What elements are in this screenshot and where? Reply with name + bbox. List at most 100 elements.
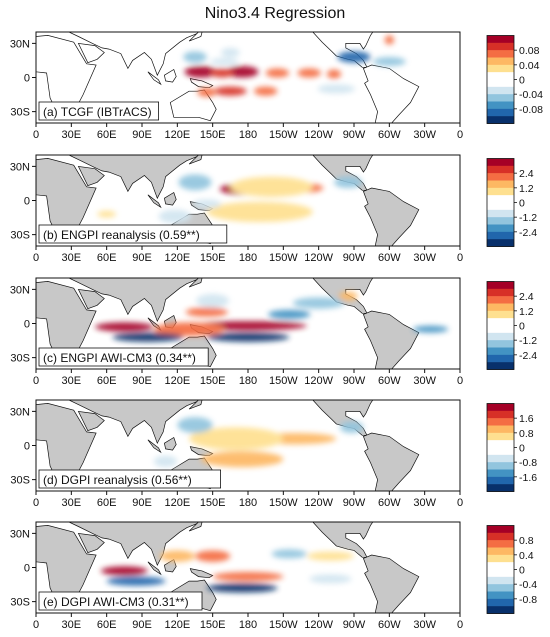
land-africa: [36, 525, 97, 608]
panel-label-box: [38, 591, 203, 611]
colorbar-tick-label: -2.4: [519, 227, 537, 239]
colorbar-segment: [487, 332, 514, 341]
colorbar-segment: [487, 347, 514, 356]
field-patch: [297, 68, 322, 78]
field-patch: [97, 210, 117, 218]
colorbar-tick-label: 2.4: [519, 291, 534, 303]
panel-label: (b) ENGPI reanalysis (0.59**): [38, 224, 228, 244]
field-patch: [333, 176, 363, 188]
lon-tick-label: 150E: [200, 375, 226, 387]
field-patch: [230, 176, 313, 198]
field-patch: [220, 47, 240, 58]
lon-tick-label: 30W: [413, 375, 436, 387]
field-patch: [206, 583, 278, 593]
colorbar-segment: [487, 476, 514, 485]
field-patch: [106, 576, 166, 586]
lon-tick-label: 90E: [132, 497, 152, 509]
colorbar-segment: [487, 584, 514, 592]
field-patch: [192, 199, 221, 209]
colorbar-segment: [487, 447, 514, 456]
land-arabia: [77, 165, 105, 187]
colorbar-segment: [487, 224, 514, 233]
colorbar-segment: [487, 296, 514, 304]
lon-tick-label: 150W: [269, 619, 298, 631]
lon-tick-label: 0: [457, 129, 463, 141]
land-japan: [188, 522, 203, 532]
lon-tick-label: 90W: [343, 129, 366, 141]
colorbar-segment: [487, 362, 514, 370]
colorbar: 2.4 1.2 0 -1.2 -2.4: [486, 281, 537, 370]
lon-tick-label: 120E: [164, 619, 190, 631]
panel-label-box: [38, 224, 228, 244]
land-south-america: [362, 187, 420, 246]
land-south-america: [362, 554, 420, 613]
lon-tick-label: 180: [239, 497, 257, 509]
field-patch: [306, 551, 355, 561]
lon-tick-label: 120W: [304, 375, 333, 387]
lon-tick-label: 90E: [132, 252, 152, 264]
lon-tick-label: 0: [457, 375, 463, 387]
field-patch: [206, 332, 290, 342]
lon-tick-label: 150E: [200, 619, 226, 631]
panel-label: (d) DGPI reanalysis (0.56**): [38, 469, 222, 489]
colorbar-segment: [487, 94, 514, 102]
lon-tick-label: 0: [33, 252, 39, 264]
colorbar-tick-label: 0: [519, 75, 525, 87]
lat-tick-label: 30N: [10, 406, 30, 418]
colorbar-tick-label: -0.4: [519, 579, 537, 591]
colorbar-tick-label: 1.2: [519, 306, 534, 318]
colorbar-segment: [487, 42, 514, 51]
colorbar-tick-label: -0.04: [519, 89, 543, 101]
lat-tick-label: 0: [24, 73, 30, 85]
field-patch: [200, 451, 284, 468]
land-europe-asia: [36, 400, 202, 445]
lon-tick-label: 60W: [378, 129, 401, 141]
field-patch: [158, 209, 192, 224]
field-patch: [183, 51, 207, 63]
colorbar-tick-label: 0.08: [519, 45, 540, 57]
colorbar-tick-label: 0.8: [519, 535, 534, 547]
land-africa: [36, 403, 97, 486]
lon-tick-label: 30W: [413, 129, 436, 141]
lon-tick-label: 150E: [200, 129, 226, 141]
field-patch: [372, 57, 406, 67]
colorbar-segment: [487, 310, 514, 319]
lon-tick-label: 180: [239, 375, 257, 387]
regression-field: [94, 291, 449, 342]
land-borneo: [164, 436, 177, 451]
lon-tick-label: 120E: [164, 375, 190, 387]
land-sumatra: [147, 194, 162, 209]
colorbar-segment: [487, 540, 514, 548]
colorbar-segment: [487, 217, 514, 225]
field-patch: [100, 566, 148, 576]
colorbar-tick-label: 2.4: [519, 168, 534, 180]
land-africa: [36, 35, 97, 118]
field-patch: [338, 291, 358, 301]
land-africa: [36, 281, 97, 364]
colorbar-segment: [487, 79, 514, 88]
colorbar-segment: [487, 195, 514, 203]
land-new-guinea: [189, 568, 214, 579]
field-patch: [94, 322, 154, 332]
lon-tick-label: 180: [239, 252, 257, 264]
lon-tick-label: 60W: [378, 252, 401, 264]
land-arabia: [77, 42, 105, 64]
lon-tick-label: 90E: [132, 129, 152, 141]
lat-tick-label: 0: [24, 319, 30, 331]
colorbar-segment: [487, 50, 514, 58]
field-patch: [225, 66, 259, 78]
lon-tick-label: 180: [239, 129, 257, 141]
colorbar-segment: [487, 72, 514, 80]
colorbar-segment: [487, 562, 514, 570]
land-sumatra: [147, 439, 162, 454]
field-patch: [268, 309, 311, 319]
lat-tick-label: 30N: [10, 38, 30, 50]
field-patch: [189, 427, 284, 451]
colorbar-segment: [487, 108, 514, 117]
colorbar-tick-label: 0: [519, 443, 525, 455]
regression-field: [183, 35, 406, 97]
